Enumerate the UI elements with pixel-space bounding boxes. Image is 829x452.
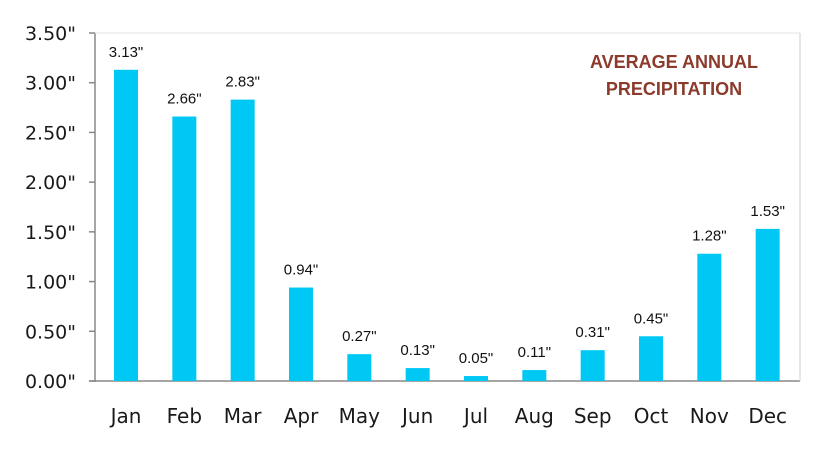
chart-title-line-1: AVERAGE ANNUAL: [590, 52, 758, 72]
x-tick-label-jun: Jun: [400, 404, 433, 428]
data-label-jul: 0.05": [459, 350, 494, 367]
x-tick-label-feb: Feb: [167, 404, 202, 428]
data-label-apr: 0.94": [284, 262, 319, 279]
data-label-dec: 1.53": [750, 203, 785, 220]
x-tick-label-oct: Oct: [634, 404, 669, 428]
y-tick-label: 3.00": [25, 73, 76, 95]
x-tick-label-sep: Sep: [574, 404, 612, 428]
x-tick-label-jan: Jan: [109, 404, 142, 428]
y-tick-label: 0.50": [25, 321, 76, 343]
x-axis: Jan Feb Mar Apr May Jun Jul Aug Sep Oct Nov Dec: [109, 404, 787, 428]
y-tick-label: 1.00": [25, 272, 76, 294]
x-tick-label-aug: Aug: [515, 404, 554, 428]
chart-title-line-2: PRECIPITATION: [606, 79, 742, 99]
x-tick-label-may: May: [339, 404, 381, 428]
bar-mar: [230, 99, 255, 382]
bar-jun: [405, 368, 430, 381]
data-label-jan: 3.13": [109, 44, 144, 61]
bars: [114, 69, 780, 382]
data-label-jun: 0.13": [400, 342, 435, 359]
bar-dec: [755, 228, 780, 381]
data-label-oct: 0.45": [634, 310, 669, 327]
y-tick-label: 2.50": [25, 122, 76, 144]
chart-title: AVERAGE ANNUAL PRECIPITATION: [590, 52, 758, 99]
y-axis: 0.00" 0.50" 1.00" 1.50" 2.00" 2.50" 3.00" 3.50": [25, 23, 95, 393]
data-label-aug: 0.11": [518, 344, 551, 361]
plot-frame: [89, 32, 801, 382]
y-tick-label: 3.50": [25, 23, 76, 45]
bar-jan: [114, 69, 138, 381]
x-tick-label-mar: Mar: [224, 404, 263, 428]
x-tick-label-nov: Nov: [690, 404, 729, 428]
data-labels: 3.13" 2.66" 2.83" 0.94" 0.27" 0.13" 0.05" 0.11"…: [109, 44, 785, 367]
x-tick-label-dec: Dec: [748, 404, 787, 428]
data-label-nov: 1.28": [692, 228, 727, 245]
bar-may: [347, 354, 372, 381]
bar-apr: [289, 287, 313, 381]
y-tick-label: 1.50": [25, 222, 76, 244]
x-tick-label-jul: Jul: [462, 404, 488, 428]
data-label-feb: 2.66": [167, 91, 202, 108]
y-tick-label: 0.00": [25, 371, 76, 393]
data-label-may: 0.27": [342, 328, 377, 345]
bar-aug: [522, 370, 547, 381]
data-label-sep: 0.31": [575, 324, 610, 341]
bar-sep: [580, 350, 605, 381]
bar-oct: [639, 336, 663, 381]
bar-feb: [172, 116, 197, 382]
bar-jul: [464, 376, 488, 381]
y-tick-label: 2.00": [25, 172, 76, 194]
data-label-mar: 2.83": [225, 74, 260, 91]
bar-nov: [697, 253, 722, 381]
x-tick-label-apr: Apr: [284, 404, 319, 428]
